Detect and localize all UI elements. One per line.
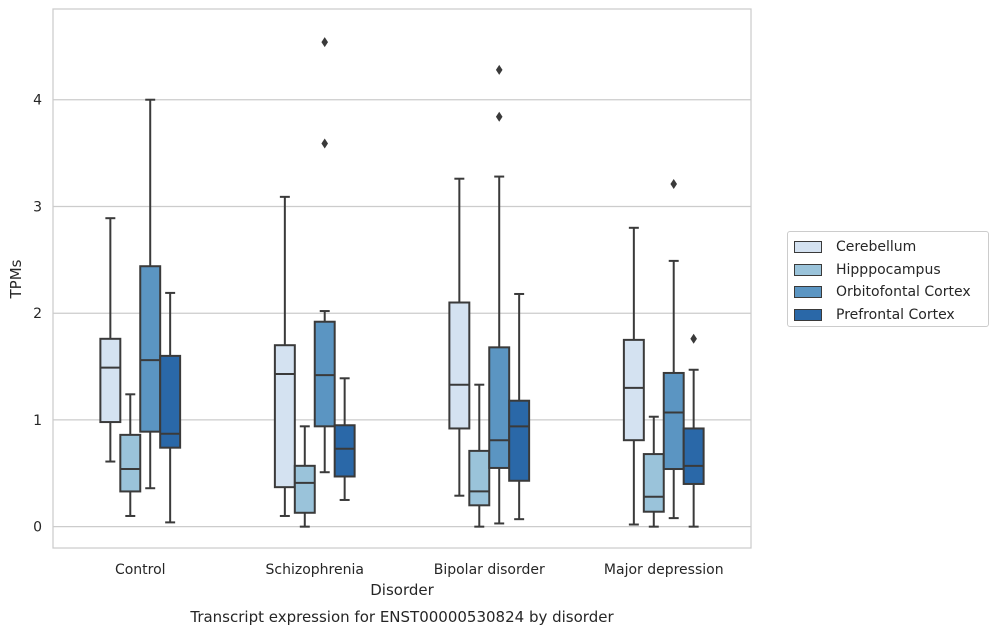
chart-title: Transcript expression for ENST0000053082… xyxy=(189,608,614,626)
outlier-point xyxy=(321,37,329,48)
legend: Cerebellum Hipppocampus Orbitofontal Corte… xyxy=(787,231,989,327)
iqr-box xyxy=(448,301,471,430)
iqr-box xyxy=(333,424,356,478)
box-hipppocampus xyxy=(119,393,142,517)
y-tick-label: 0 xyxy=(33,520,42,536)
y-tick-labels: 0 1 2 3 4 xyxy=(33,93,42,536)
legend-item: Orbitofontal Cortex xyxy=(794,281,988,304)
outlier-point xyxy=(495,111,503,122)
y-tick-label: 2 xyxy=(33,306,42,322)
x-tick-label: Bipolar disorder xyxy=(434,562,545,578)
box-prefrontal-cortex xyxy=(333,377,356,501)
legend-item: Hipppocampus xyxy=(794,259,988,282)
box-prefrontal-cortex xyxy=(508,292,531,521)
legend-swatch xyxy=(794,286,822,299)
x-tick-labels: Control Schizophrenia Bipolar disorder Majo… xyxy=(115,562,724,578)
iqr-box xyxy=(468,449,491,507)
y-tick-label: 3 xyxy=(33,199,42,215)
legend-swatch xyxy=(794,241,822,254)
box-cerebellum xyxy=(448,177,471,497)
box-prefrontal-cortex xyxy=(682,333,705,528)
legend-label: Orbitofontal Cortex xyxy=(836,284,971,301)
box-prefrontal-cortex xyxy=(159,291,182,524)
outlier-point xyxy=(690,333,697,344)
outlier-point xyxy=(321,138,329,149)
iqr-box xyxy=(508,399,531,482)
legend-label: Cerebellum xyxy=(836,239,917,256)
outlier-point xyxy=(670,179,678,190)
x-axis-label: Disorder xyxy=(370,581,434,599)
y-axis-label: TPMs xyxy=(7,259,25,299)
plot-frame xyxy=(52,8,752,549)
iqr-box xyxy=(139,265,162,433)
iqr-box xyxy=(488,346,511,469)
iqr-box xyxy=(293,464,316,514)
iqr-box xyxy=(662,371,685,471)
legend-label: Prefrontal Cortex xyxy=(836,306,955,323)
iqr-box xyxy=(273,344,296,489)
box-hipppocampus xyxy=(293,425,316,528)
iqr-box xyxy=(642,453,665,513)
box-cerebellum xyxy=(622,226,645,526)
box-hipppocampus xyxy=(642,415,665,528)
legend-item: Cerebellum xyxy=(794,236,988,259)
x-tick-label: Schizophrenia xyxy=(266,562,364,578)
outlier-point xyxy=(495,64,503,75)
y-tick-label: 4 xyxy=(33,93,42,109)
box-cerebellum xyxy=(99,217,122,463)
box-hipppocampus xyxy=(468,383,491,528)
box-orbitofontal-cortex xyxy=(662,179,685,520)
box-cerebellum xyxy=(273,195,296,517)
legend-swatch xyxy=(794,263,822,276)
iqr-box xyxy=(313,320,336,428)
legend-label: Hipppocampus xyxy=(836,261,941,278)
iqr-box xyxy=(622,338,645,442)
iqr-box xyxy=(159,354,182,449)
box-orbitofontal-cortex xyxy=(313,37,336,474)
x-tick-label: Control xyxy=(115,562,166,578)
iqr-box xyxy=(682,427,705,485)
x-tick-label: Major depression xyxy=(604,562,724,578)
y-tick-label: 1 xyxy=(33,413,42,429)
box-layer xyxy=(99,37,705,528)
iqr-box xyxy=(119,433,142,493)
box-orbitofontal-cortex xyxy=(139,98,162,490)
box-orbitofontal-cortex xyxy=(488,64,511,525)
legend-swatch xyxy=(794,308,822,321)
iqr-box xyxy=(99,337,122,424)
legend-item: Prefrontal Cortex xyxy=(794,304,988,327)
